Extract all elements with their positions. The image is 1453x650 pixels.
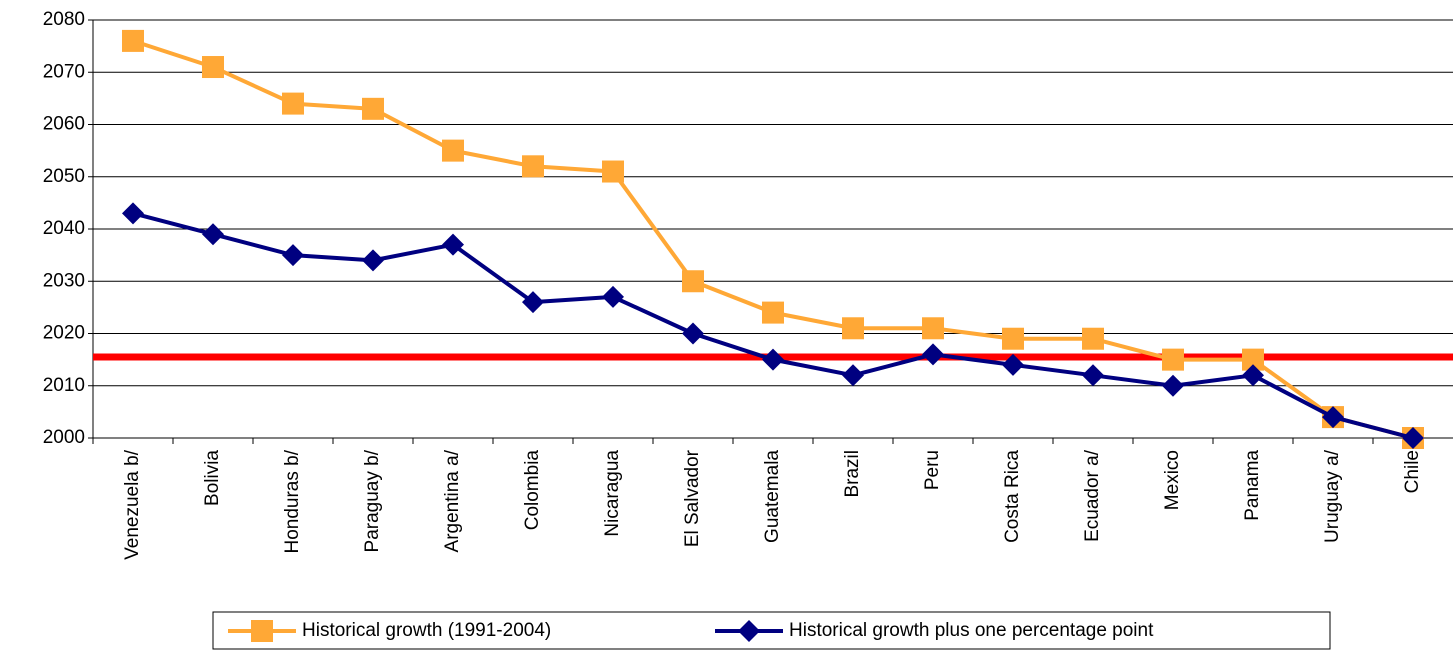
x-tick-label: Argentina a/ — [442, 449, 463, 552]
data-point — [602, 285, 624, 308]
legend-label: Historical growth (1991-2004) — [302, 620, 551, 641]
x-tick-label: Paraguay b/ — [362, 449, 383, 552]
data-point — [282, 244, 304, 267]
data-point — [762, 301, 784, 324]
x-tick-label: Panama — [1242, 450, 1263, 521]
y-tick-label: 2060 — [43, 114, 85, 135]
x-tick-label: Brazil — [842, 450, 863, 498]
data-point — [842, 364, 864, 387]
x-tick-label: Colombia — [522, 450, 543, 531]
data-point — [1082, 364, 1104, 387]
x-tick-label: Mexico — [1162, 450, 1183, 510]
y-tick-label: 2000 — [43, 427, 85, 448]
legend-label: Historical growth plus one percentage po… — [789, 620, 1154, 641]
x-tick-label: Chile — [1402, 450, 1423, 493]
y-tick-label: 2080 — [43, 9, 85, 30]
data-point — [1242, 364, 1264, 387]
data-point — [1162, 348, 1184, 371]
y-tick-label: 2010 — [43, 375, 85, 396]
data-point — [922, 317, 944, 340]
data-point — [1402, 427, 1424, 449]
x-tick-label: Venezuela b/ — [122, 449, 143, 560]
data-point — [122, 202, 144, 225]
x-tick-label: Uruguay a/ — [1322, 449, 1343, 543]
data-point — [362, 249, 384, 272]
data-point — [842, 317, 864, 340]
y-tick-label: 2020 — [43, 323, 85, 344]
data-point — [442, 233, 464, 256]
data-point — [1322, 406, 1344, 429]
data-point — [922, 343, 944, 366]
y-tick-label: 2070 — [43, 61, 85, 82]
data-point — [522, 155, 544, 178]
x-tick-label: Nicaragua — [602, 450, 623, 537]
y-tick-label: 2040 — [43, 218, 85, 239]
data-point — [442, 139, 464, 162]
x-tick-label: Guatemala — [762, 450, 783, 543]
legend-marker — [251, 620, 273, 642]
data-point — [1002, 327, 1024, 350]
data-point — [282, 92, 304, 115]
x-tick-label: Ecuador a/ — [1082, 449, 1103, 542]
data-point — [1162, 374, 1184, 397]
data-point — [602, 160, 624, 183]
x-tick-label: Peru — [922, 450, 943, 490]
legend-marker — [738, 620, 760, 642]
data-point — [202, 56, 224, 79]
x-tick-label: Costa Rica — [1002, 450, 1023, 543]
y-tick-label: 2030 — [43, 270, 85, 291]
data-point — [1002, 353, 1024, 376]
y-tick-label: 2050 — [43, 166, 85, 187]
data-point — [682, 270, 704, 293]
data-point — [682, 322, 704, 345]
legend: Historical growth (1991-2004) Historical … — [212, 611, 1331, 650]
x-tick-label: Bolivia — [202, 450, 223, 506]
data-point — [762, 348, 784, 371]
x-tick-label: Honduras b/ — [282, 449, 303, 553]
data-point — [202, 223, 224, 246]
data-point — [522, 291, 544, 314]
series-line — [132, 211, 1414, 440]
data-point — [362, 97, 384, 120]
data-point — [1082, 327, 1104, 350]
x-tick-label: El Salvador — [682, 449, 703, 547]
data-point — [122, 29, 144, 52]
data-point — [1242, 348, 1264, 371]
